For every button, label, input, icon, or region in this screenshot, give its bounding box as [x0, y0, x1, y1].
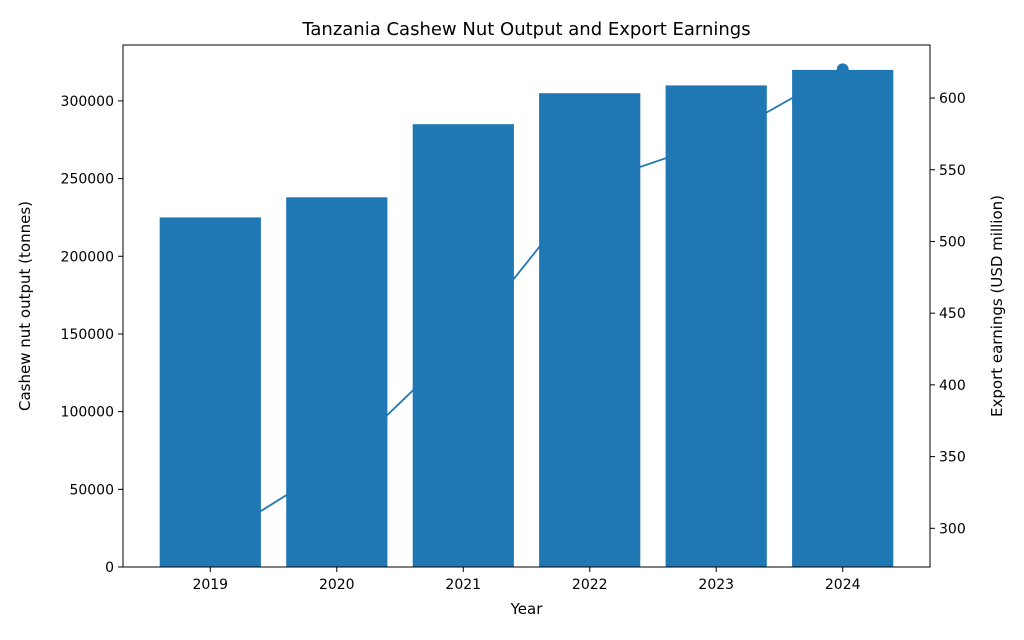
left-tick-label: 100000	[61, 405, 114, 421]
left-tick-label: 200000	[61, 249, 114, 265]
left-tick-label: 0	[105, 560, 114, 576]
right-tick-label: 350	[939, 450, 966, 466]
right-tick-label: 400	[939, 378, 966, 394]
left-axis-title: Cashew nut output (tonnes)	[16, 201, 34, 411]
x-tick-label: 2022	[572, 577, 608, 593]
right-tick-label: 500	[939, 234, 966, 250]
output-bar	[792, 69, 894, 568]
right-tick-label: 550	[939, 163, 966, 179]
x-tick-label: 2020	[319, 577, 355, 593]
x-tick-label: 2019	[192, 577, 228, 593]
x-axis-title: Year	[510, 600, 543, 618]
left-tick-label: 300000	[61, 94, 114, 110]
output-bar	[159, 217, 261, 567]
output-bar	[286, 197, 388, 568]
right-tick-label: 600	[939, 91, 966, 107]
axes-frame	[122, 44, 931, 568]
output-bar	[412, 124, 514, 567]
x-tick-label: 2023	[698, 577, 734, 593]
right-axis-title: Export earnings (USD million)	[988, 195, 1006, 417]
right-tick-label: 300	[939, 521, 966, 537]
output-bar	[665, 85, 767, 568]
left-tick-label: 250000	[61, 172, 114, 188]
x-tick-label: 2024	[825, 577, 861, 593]
right-tick-label: 450	[939, 306, 966, 322]
x-tick-label: 2021	[445, 577, 481, 593]
left-tick-label: 50000	[69, 482, 114, 498]
left-tick-label: 150000	[61, 327, 114, 343]
chart-title: Tanzania Cashew Nut Output and Export Ea…	[302, 19, 751, 40]
output-bar	[539, 93, 641, 567]
